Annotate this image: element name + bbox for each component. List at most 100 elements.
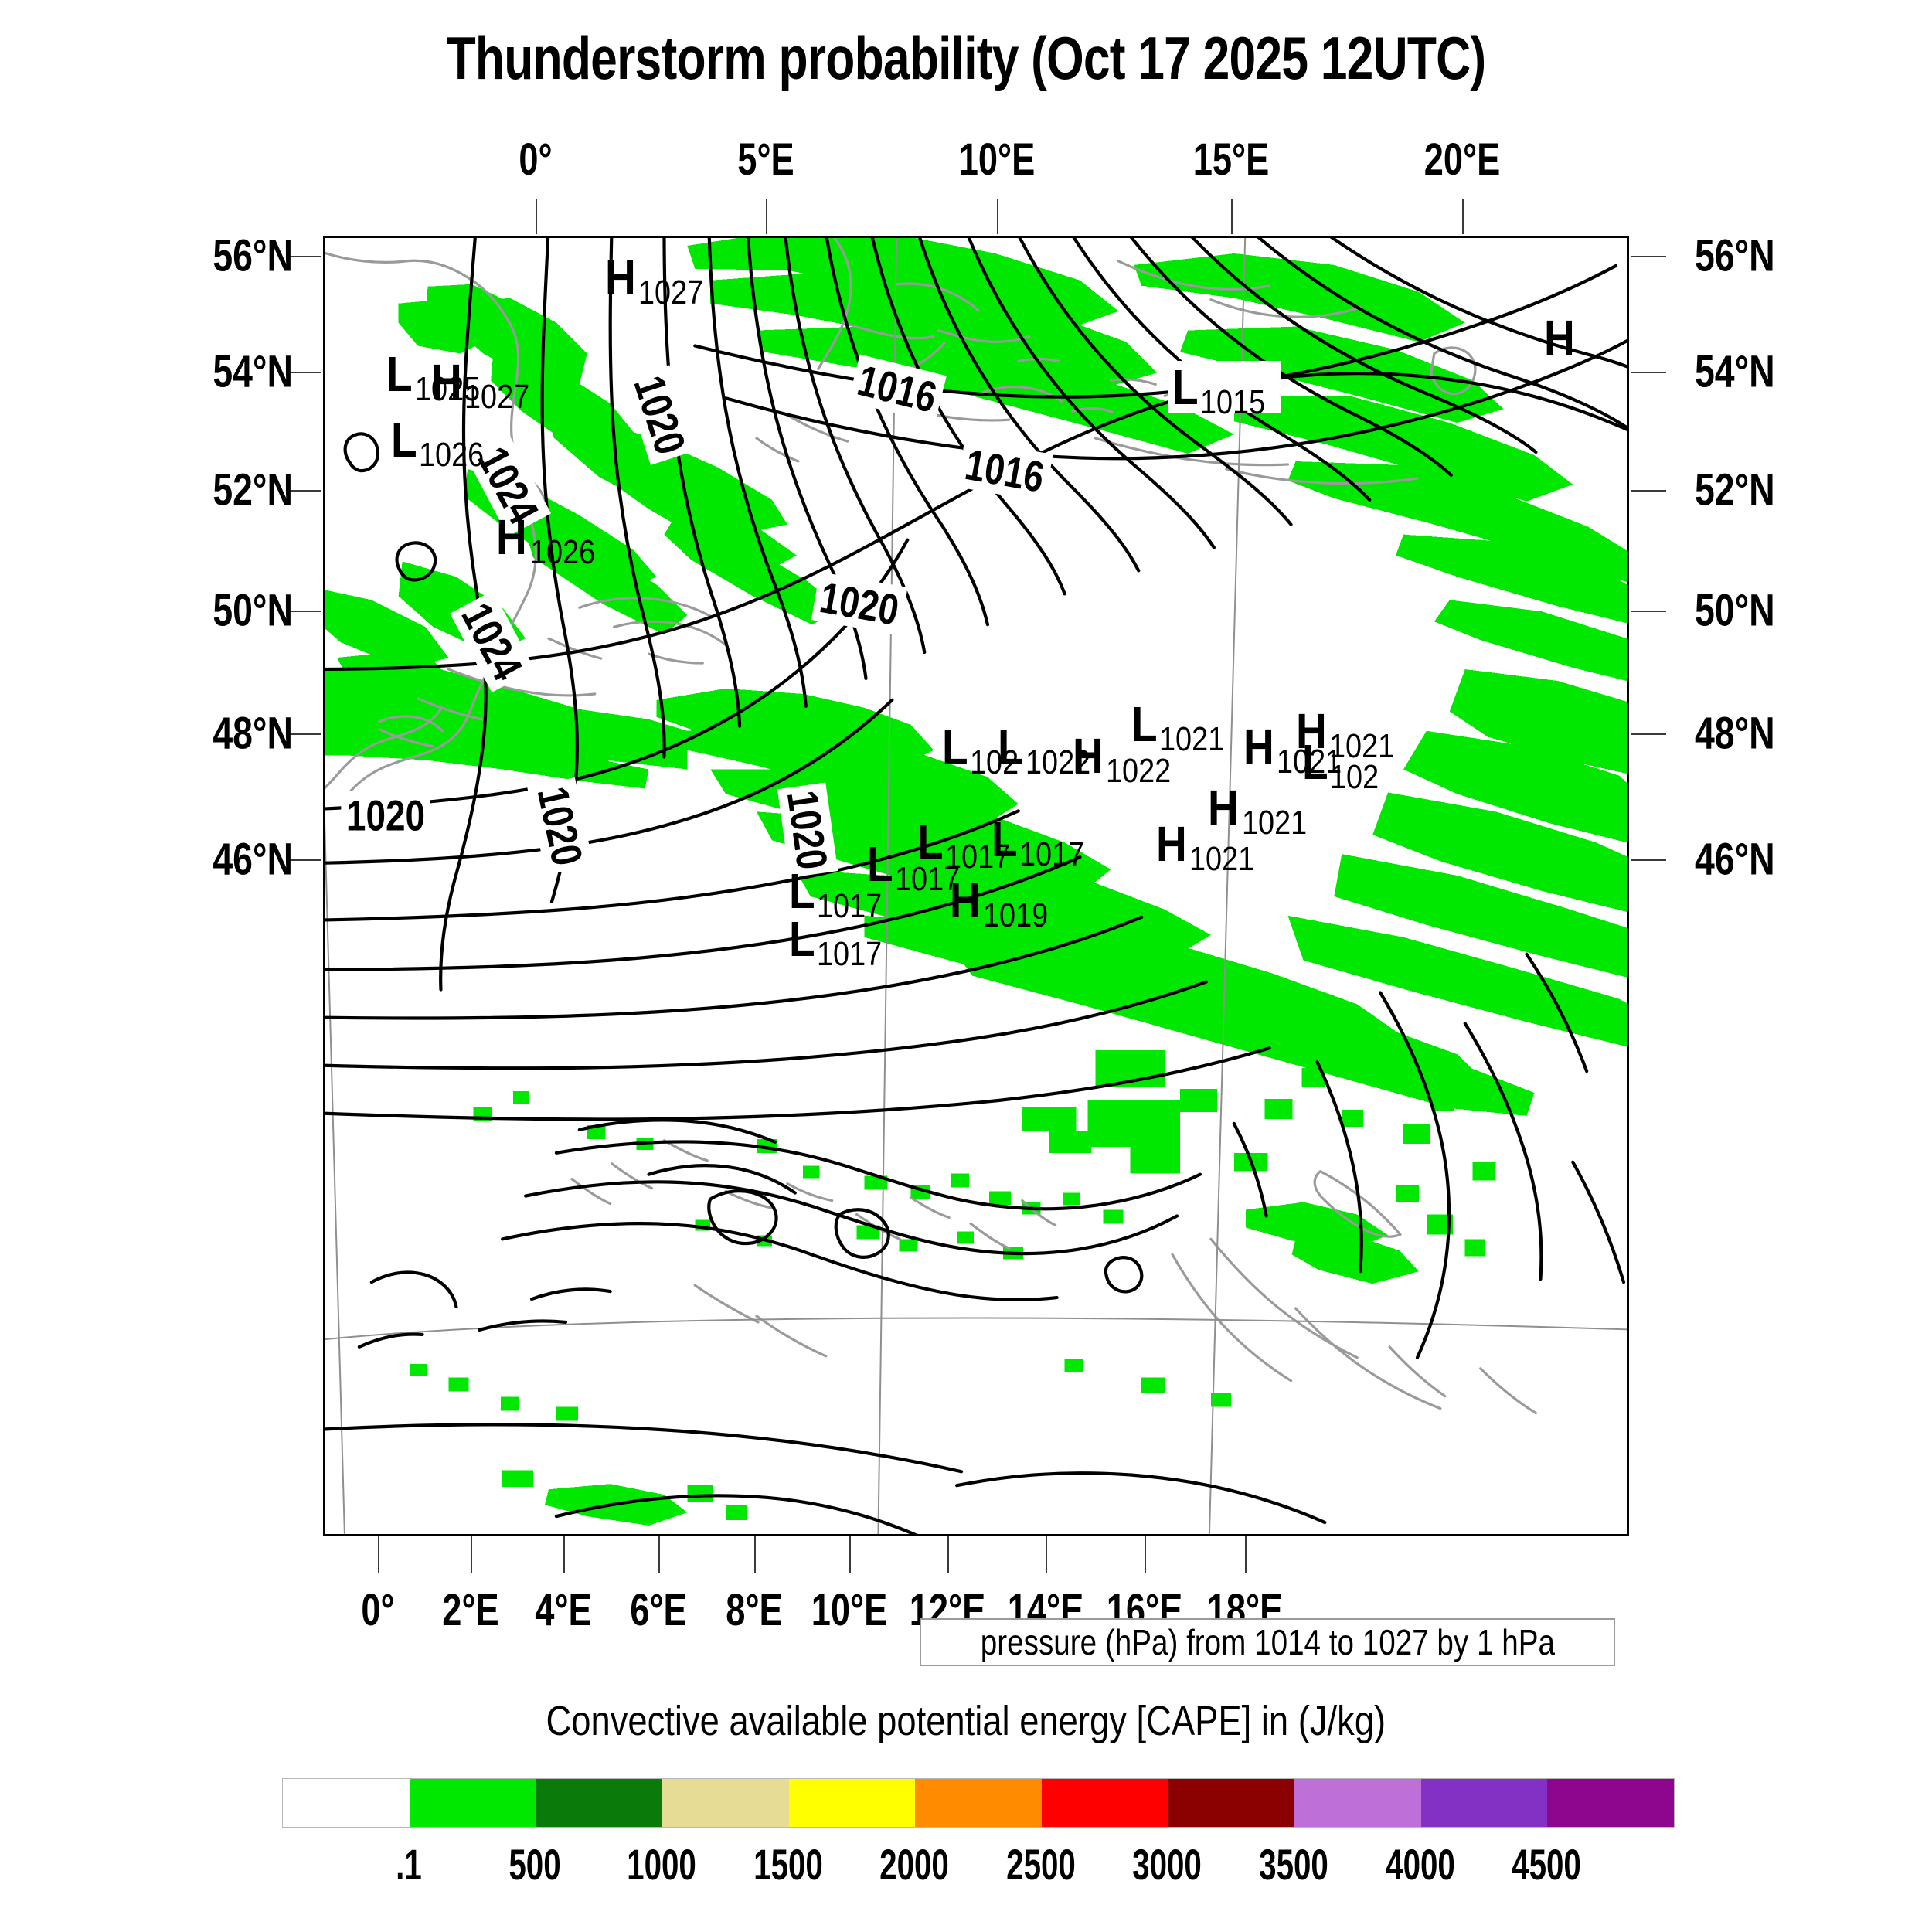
colorbar-tick-label: .1 [395,1840,422,1889]
pressure-center-type: L [788,862,815,919]
pressure-center-type: L [1131,696,1158,753]
top-axis-label: 15°E [1192,134,1269,185]
axis-tick [1631,611,1666,613]
colorbar-swatch-8[interactable] [1294,1779,1421,1827]
left-axis-label: 46°N [213,834,293,885]
low-pressure-marker: L1017 [788,862,893,923]
map-canvas [325,238,1627,1534]
bottom-axis-label: 8°E [725,1585,783,1635]
axis-tick [1631,256,1666,258]
right-axis-label: 52°N [1695,464,1775,515]
right-axis-label: 56°N [1695,230,1775,281]
colorbar-swatch-0[interactable] [283,1779,410,1827]
pressure-center-value: 1017 [1019,835,1085,873]
top-axis-label: 10°E [958,134,1036,185]
high-pressure-marker: H1027 [604,249,714,310]
low-pressure-marker: L1015 [1168,359,1281,420]
pressure-center-value: 1021 [1158,720,1224,759]
pressure-center-value: 1021 [1189,840,1255,879]
pressure-center-value: 1017 [817,935,883,974]
axis-tick [1045,1536,1047,1573]
axis-tick [849,1536,852,1573]
bottom-axis-label: 0° [361,1585,395,1635]
axis-tick [658,1536,661,1573]
map-plot-area[interactable]: 1020 1024 1024 1016 1016 1020 1020 1020 1020 H10… [323,236,1629,1536]
cape-colorbar[interactable] [282,1778,1675,1828]
colorbar-swatch-10[interactable] [1547,1779,1675,1827]
bottom-axis-label: 4°E [535,1585,592,1635]
pressure-center-type: L [390,412,417,468]
pressure-center-type: H [1155,816,1187,872]
pressure-center-value: 1022 [1026,743,1091,781]
pressure-center-value: 1025 [414,369,480,408]
left-axis-label: 56°N [213,230,293,281]
pressure-center-type: L [991,811,1018,867]
pressure-center-type: L [1172,359,1199,416]
axis-tick [1245,1536,1247,1573]
axis-tick [1145,1536,1146,1573]
colorbar-swatch-2[interactable] [536,1779,662,1827]
axis-tick [563,1536,565,1573]
pressure-center-value: 1026 [418,436,484,474]
axis-tick [286,733,321,736]
pressure-center-value: 1027 [464,377,530,416]
colorbar-swatch-6[interactable] [1041,1779,1168,1827]
colorbar-swatch-9[interactable] [1420,1779,1548,1827]
axis-tick [286,859,321,861]
left-axis-label: 52°N [213,464,293,515]
pressure-center-type: L [386,345,413,402]
colorbar-caption: Convective available potential energy [C… [0,1697,1932,1745]
low-pressure-marker: L1017 [867,835,971,896]
pressure-center-type: H [1208,779,1240,835]
top-axis-label: 20°E [1423,134,1500,185]
pressure-center-type: L [867,835,893,892]
pressure-center-value: 1022 [1105,751,1172,790]
high-pressure-marker: H1019 [950,876,1059,933]
axis-tick [947,1536,949,1573]
pressure-center-type: H [1243,719,1274,775]
axis-tick [1631,859,1666,861]
axis-tick [470,1536,472,1573]
low-pressure-marker: L1026 [390,412,495,472]
pressure-center-type: L [917,814,944,870]
axis-tick [286,371,321,373]
low-pressure-marker: L1017 [917,814,1021,874]
low-pressure-marker: L1017 [789,914,893,971]
colorbar-swatch-7[interactable] [1168,1779,1295,1827]
axis-tick [753,1536,756,1573]
pressure-center-value: 1019 [983,896,1049,934]
axis-tick [377,1536,379,1573]
axis-tick [765,199,767,234]
pressure-center-value: 1027 [638,273,704,311]
colorbar-tick-label: 4500 [1512,1840,1582,1889]
colorbar-tick-label: 500 [509,1840,561,1889]
colorbar-tick-label: 3000 [1132,1840,1202,1889]
pressure-center-type: L [941,719,968,775]
colorbar-swatch-1[interactable] [409,1779,536,1827]
high-pressure-marker: H1022 [1073,731,1182,788]
right-axis-label: 48°N [1695,708,1775,759]
colorbar-swatch-4[interactable] [788,1779,916,1827]
colorbar-swatch-5[interactable] [915,1779,1042,1827]
page-title: Thunderstorm probability (Oct 17 2025 12… [446,24,1487,92]
low-pressure-marker: L102 [1302,733,1387,794]
pressure-center-type: H [1543,309,1575,366]
pressure-center-value: 1026 [529,533,595,572]
colorbar-swatch-3[interactable] [662,1779,789,1827]
low-pressure-marker: L1017 [991,811,1095,872]
pressure-center-type: H [604,249,636,305]
pressure-center-value: 1017 [944,838,1010,876]
pressure-legend-box: pressure (hPa) from 1014 to 1027 by 1 hP… [920,1618,1615,1666]
bottom-axis-label: 2°E [442,1585,499,1635]
high-pressure-marker: H1021 [1208,779,1317,840]
left-axis-label: 50°N [213,585,293,636]
pressure-center-value: 1017 [817,886,883,925]
axis-tick [286,490,321,492]
left-axis-label: 54°N [213,346,293,397]
high-pressure-marker: H1021 [1296,706,1405,764]
colorbar-tick-label: 1500 [753,1840,823,1889]
bottom-axis-label: 6°E [630,1585,688,1635]
axis-tick [1461,199,1464,234]
pressure-center-type: L [1302,733,1328,790]
pressure-center-value: 1021 [1328,727,1395,766]
